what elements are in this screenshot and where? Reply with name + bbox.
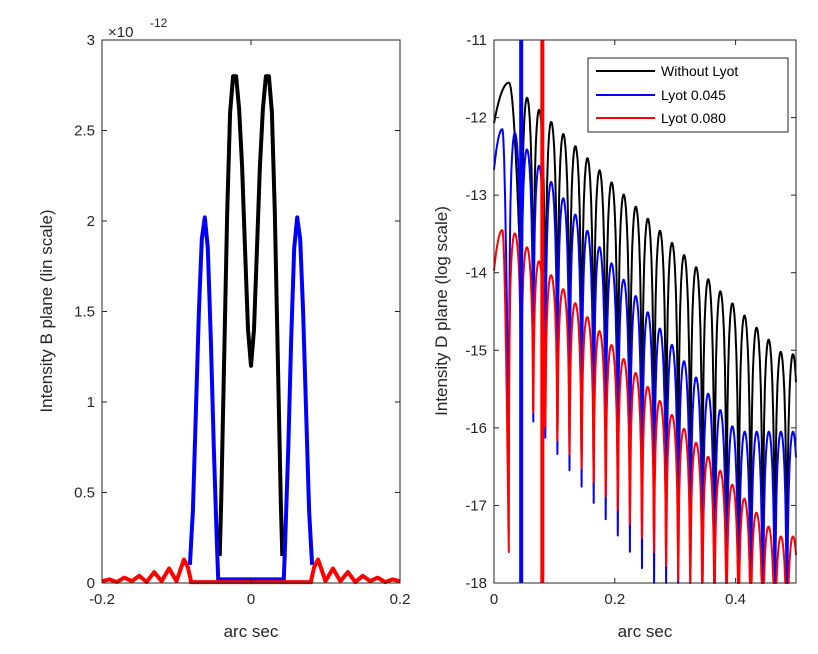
right-x-axis-label: arc sec (618, 622, 673, 641)
right-y-tick-label: -16 (465, 420, 487, 437)
left-chart-panel: -0.2 0 0.200.511.522.53 ×10 -12 arc sec In… (37, 16, 410, 641)
left-y-axis-label: Intensity B plane (lin scale) (37, 209, 56, 412)
left-series-lyot-0-045 (187, 215, 315, 582)
left-series-group (101, 74, 401, 585)
left-y-tick-label: 2 (87, 213, 95, 230)
right-x-tick-label: 0.2 (604, 591, 625, 608)
legend: Without Lyot Lyot 0.045 Lyot 0.080 (587, 57, 789, 133)
left-y-tick-label: 1 (87, 394, 95, 411)
right-chart-panel: 0 0.2 0.4-18-17-16-15-14-13-12-11 arc sec … (432, 32, 797, 641)
right-y-tick-label: -12 (465, 110, 487, 127)
right-y-tick-label: -15 (465, 342, 487, 359)
right-y-tick-label: -17 (465, 497, 487, 514)
left-exponent-base: ×10 (108, 24, 133, 41)
left-y-tick-label: 0 (87, 575, 95, 592)
left-x-tick-label: 0 (247, 591, 255, 608)
legend-label-without-lyot: Without Lyot (661, 63, 738, 79)
right-axes-box (493, 39, 797, 584)
left-x-tick-label: -0.2 (89, 591, 115, 608)
right-series-group (493, 40, 797, 584)
right-y-tick-label: -11 (466, 32, 487, 49)
left-x-tick-label: 0.2 (390, 591, 411, 608)
left-series-without-lyot (217, 74, 285, 556)
right-x-tick-label: 0 (490, 591, 498, 608)
left-y-tick-label: 0.5 (74, 485, 95, 502)
left-y-tick-label: 3 (87, 32, 95, 49)
legend-label-lyot-0045: Lyot 0.045 (661, 87, 726, 103)
right-y-tick-label: -14 (465, 265, 487, 282)
left-y-tick-label: 2.5 (74, 123, 95, 140)
right-x-tick-label: 0.4 (725, 591, 746, 608)
right-ticks-group: 0 0.2 0.4 -18 -17 -16 -15 -14 -13 -12 -11 (465, 32, 796, 608)
right-y-tick-label: -18 (465, 575, 487, 592)
left-axes-box (101, 39, 401, 584)
left-ticks-group: -0.2 0 0.200.511.522.53 (74, 32, 410, 608)
left-exponent-power: -12 (150, 16, 168, 30)
right-y-tick-label: -13 (465, 187, 487, 204)
right-y-axis-label: Intensity D plane (log scale) (432, 206, 451, 416)
left-y-tick-label: 1.5 (74, 304, 95, 321)
left-x-axis-label: arc sec (224, 622, 279, 641)
legend-label-lyot-0080: Lyot 0.080 (661, 110, 726, 126)
